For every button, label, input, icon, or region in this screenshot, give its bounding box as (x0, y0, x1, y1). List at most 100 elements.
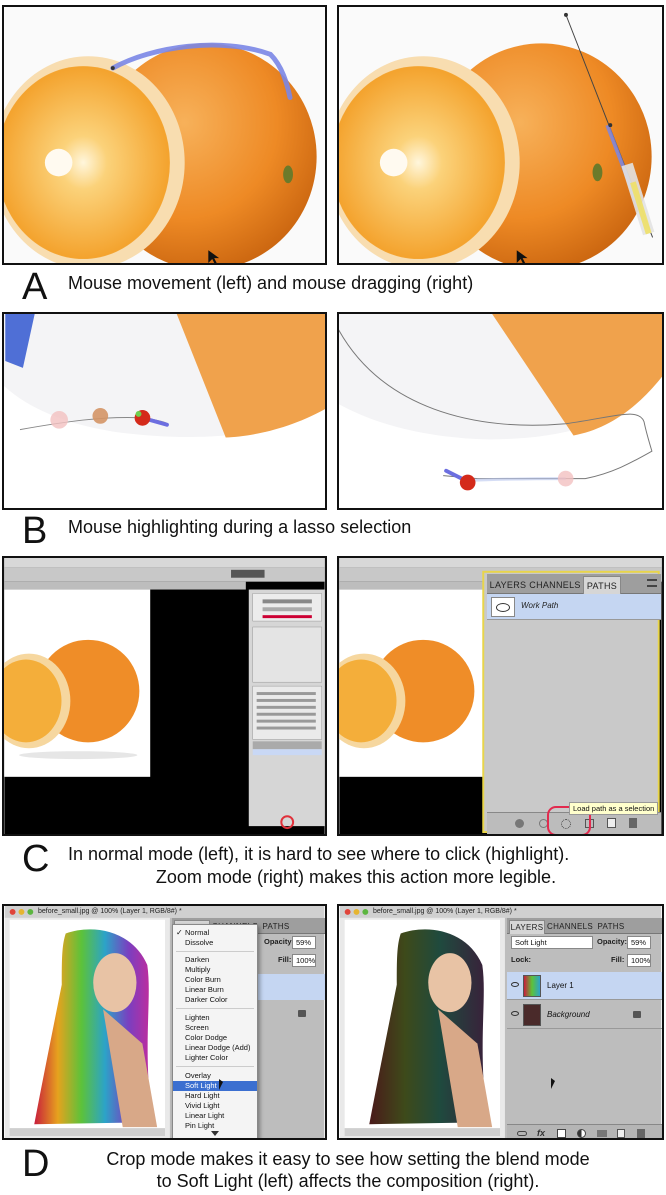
orange-mouse-movement-illustration (4, 7, 325, 263)
panel-b-right-image (337, 312, 664, 510)
menu-item-multiply[interactable]: Multiply (185, 965, 211, 974)
panel-d-left-screenshot: before_small.jpg @ 100% (Layer 1, RGB/8#… (2, 904, 327, 1140)
layer-thumbnail (523, 975, 541, 997)
opacity-label: Opacity: (597, 937, 628, 946)
tab-channels[interactable]: CHANNELS (529, 580, 581, 590)
panel-c-left-screenshot (2, 556, 327, 836)
soft-light-portrait-illustration (339, 906, 662, 1138)
tab-layers[interactable]: LAYERS (509, 920, 545, 934)
menu-item-soft-light[interactable]: Soft Light (173, 1081, 257, 1091)
menu-scroll-down-icon[interactable] (211, 1131, 219, 1136)
visibility-eye-icon[interactable] (511, 982, 519, 987)
tab-layers[interactable]: LAYERS (489, 580, 527, 590)
photoshop-normal-mode-illustration (4, 558, 325, 834)
panel-c-letter: C (22, 838, 50, 880)
menu-item-linear-dodge[interactable]: Linear Dodge (Add) (185, 1043, 251, 1052)
panel-a-letter: A (22, 266, 48, 308)
menu-item-lighten[interactable]: Lighten (185, 1013, 210, 1022)
new-layer-icon[interactable] (617, 1129, 625, 1138)
tab-paths[interactable]: PATHS (262, 922, 290, 931)
right-layers-tab-bar: LAYERS CHANNELS PATHS (507, 918, 662, 934)
fx-icon[interactable]: fx (537, 1128, 546, 1138)
visibility-eye-icon[interactable] (511, 1011, 519, 1016)
blend-mode-select[interactable]: Soft Light (511, 936, 593, 949)
load-path-tooltip: Load path as a selection (569, 802, 659, 815)
menu-item-normal[interactable]: Normal (185, 928, 210, 937)
blend-mode-menu[interactable]: Normal ✓ Dissolve Darken Multiply Color … (172, 924, 258, 1138)
lock-icon (633, 1011, 641, 1018)
panel-d-letter: D (22, 1143, 50, 1185)
panel-c-caption-line-1: In normal mode (left), it is hard to see… (68, 844, 570, 864)
menu-item-vivid-light[interactable]: Vivid Light (185, 1101, 220, 1110)
panel-a-right-image (337, 5, 664, 265)
tab-paths[interactable]: PATHS (583, 576, 621, 594)
orange-mouse-drag-illustration (339, 7, 662, 263)
mouse-pointer-icon (219, 1079, 223, 1090)
panel-a-left-image (2, 5, 327, 265)
menu-separator (176, 1008, 254, 1009)
mask-icon[interactable] (557, 1129, 566, 1138)
new-path-icon[interactable] (607, 818, 616, 828)
layer-row-background[interactable]: Background (507, 1001, 662, 1029)
beach-ball-lasso-closed-illustration (339, 314, 662, 508)
layer-row-layer-1[interactable]: Layer 1 (507, 972, 662, 1000)
panel-menu-icon[interactable] (647, 579, 657, 587)
mouse-pointer-icon (551, 1078, 555, 1089)
opacity-label: Opacity: (264, 937, 295, 946)
path-name: Work Path (521, 601, 559, 610)
group-folder-icon[interactable] (597, 1130, 607, 1137)
fill-field[interactable]: 100% (627, 954, 651, 967)
menu-item-dissolve[interactable]: Dissolve (185, 938, 214, 947)
checkmark-icon: ✓ (176, 928, 183, 937)
panel-c-caption-line-2: Zoom mode (right) makes this action more… (155, 867, 557, 887)
right-window-title: before_small.jpg @ 100% (Layer 1, RGB/8#… (373, 908, 517, 915)
panel-d-right-screenshot: before_small.jpg @ 100% (Layer 1, RGB/8#… (337, 904, 664, 1140)
tab-channels[interactable]: CHANNELS (547, 922, 593, 931)
layers-panel-footer: fx (507, 1124, 662, 1138)
layer-thumbnail (523, 1004, 541, 1026)
link-layers-icon[interactable] (517, 1131, 527, 1136)
opacity-field[interactable]: 59% (292, 936, 316, 949)
right-layers-panel: LAYERS CHANNELS PATHS Soft Light Opacity… (507, 918, 662, 1138)
fill-field[interactable]: 100% (292, 954, 316, 967)
path-row-work-path[interactable]: Work Path (487, 594, 661, 620)
panel-b-letter: B (22, 510, 48, 552)
fill-label: Fill: (278, 955, 292, 964)
lock-icon (298, 1010, 306, 1017)
menu-item-overlay[interactable]: Overlay (185, 1071, 211, 1080)
tab-paths[interactable]: PATHS (597, 922, 625, 931)
paths-panel-tab-bar: LAYERS CHANNELS PATHS (487, 574, 661, 594)
menu-item-color-dodge[interactable]: Color Dodge (185, 1033, 228, 1042)
path-thumbnail-icon (491, 597, 515, 617)
menu-item-pin-light[interactable]: Pin Light (185, 1121, 215, 1130)
menu-item-screen[interactable]: Screen (185, 1023, 209, 1032)
panel-c-right-screenshot: LAYERS CHANNELS PATHS Work Path Load pat… (337, 556, 664, 836)
panel-b-caption: Mouse highlighting during a lasso select… (68, 517, 412, 537)
menu-separator (176, 951, 254, 952)
opacity-field[interactable]: 59% (627, 936, 651, 949)
menu-item-lighter-color[interactable]: Lighter Color (185, 1053, 228, 1062)
menu-item-linear-burn[interactable]: Linear Burn (185, 985, 224, 994)
paths-panel: LAYERS CHANNELS PATHS Work Path Load pat… (487, 574, 661, 834)
menu-separator (176, 1066, 254, 1067)
fill-label: Fill: (611, 955, 625, 964)
menu-item-linear-light[interactable]: Linear Light (185, 1111, 225, 1120)
load-selection-icon[interactable] (561, 819, 571, 829)
menu-item-hard-light[interactable]: Hard Light (185, 1091, 220, 1100)
panel-d-caption-line-2: to Soft Light (left) affects the composi… (156, 1171, 540, 1191)
panel-b-left-image (2, 312, 327, 510)
adjustment-icon[interactable] (577, 1129, 586, 1138)
menu-item-color-burn[interactable]: Color Burn (185, 975, 221, 984)
panel-a-caption: Mouse movement (left) and mouse dragging… (68, 273, 474, 293)
beach-ball-lasso-highlight-illustration (4, 314, 325, 508)
left-window-title: before_small.jpg @ 100% (Layer 1, RGB/8#… (38, 908, 182, 915)
trash-icon[interactable] (637, 1129, 645, 1138)
layer-name: Layer 1 (547, 981, 574, 990)
menu-item-darker-color[interactable]: Darker Color (185, 995, 228, 1004)
delete-path-icon[interactable] (629, 818, 637, 828)
panel-d-caption-line-1: Crop mode makes it easy to see how setti… (106, 1149, 590, 1169)
fill-path-icon[interactable] (515, 819, 524, 828)
lock-label: Lock: (511, 955, 532, 964)
menu-item-darken[interactable]: Darken (185, 955, 210, 964)
layer-name: Background (547, 1010, 590, 1019)
